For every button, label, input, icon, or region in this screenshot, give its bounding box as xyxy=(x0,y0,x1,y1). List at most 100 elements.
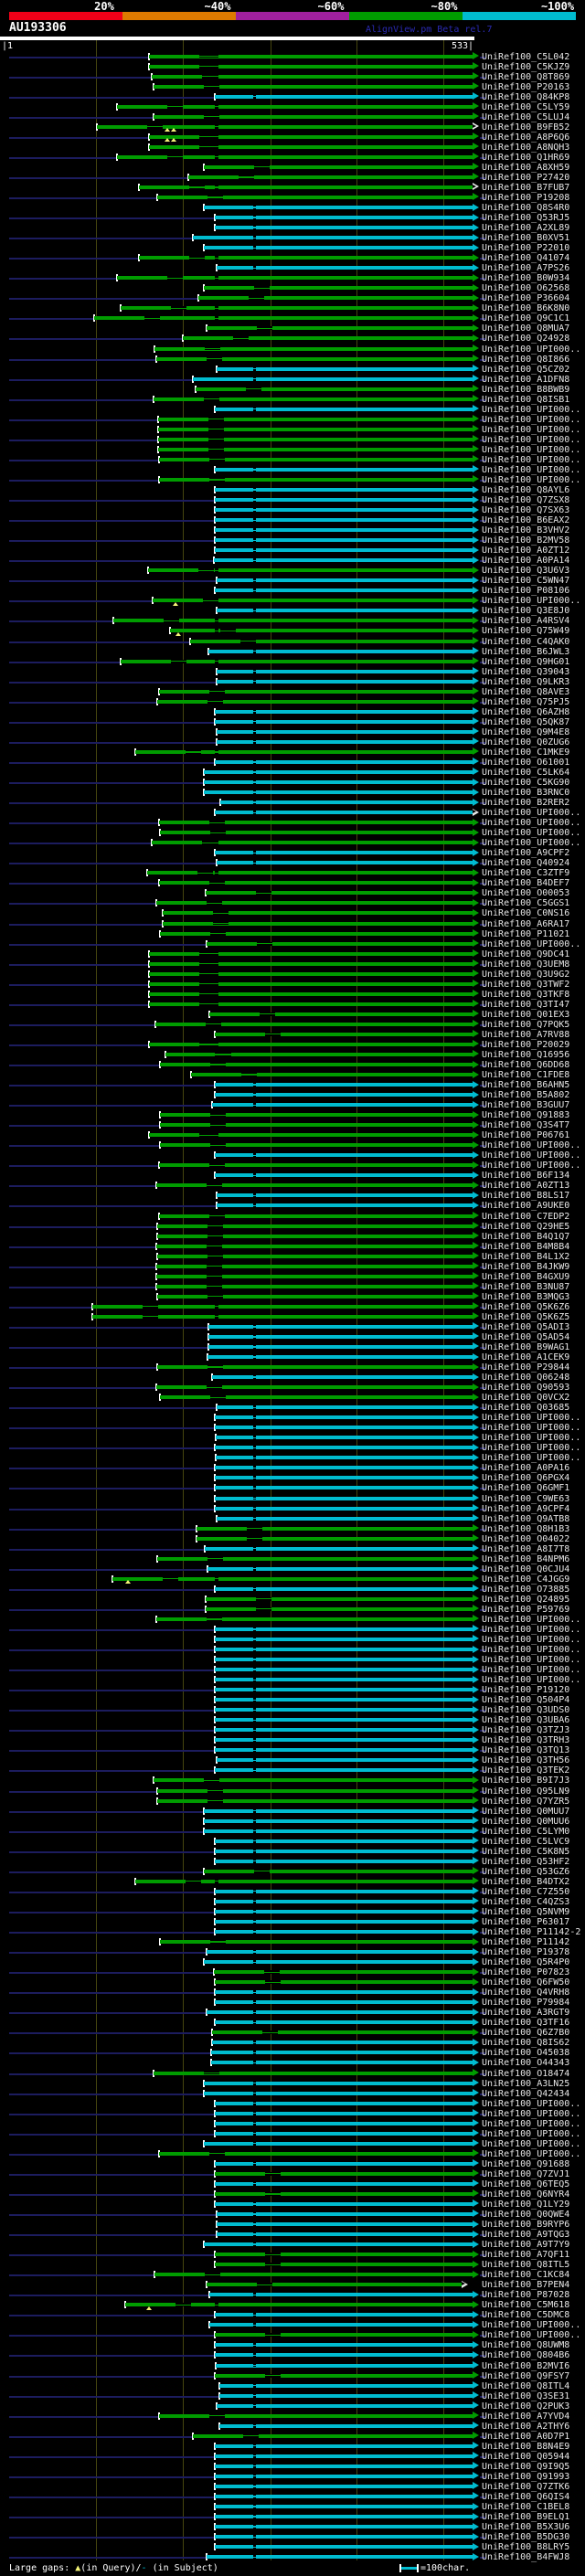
hit-bar[interactable] xyxy=(215,588,473,593)
hit-label[interactable]: UniRef100_UPI000.. xyxy=(482,1453,581,1464)
hit-label[interactable]: UniRef100_B4NPM6 xyxy=(482,1553,570,1564)
hit-bar[interactable] xyxy=(156,901,473,906)
hit-label[interactable]: UniRef100_A7QF11 xyxy=(482,2250,570,2261)
hit-label[interactable]: UniRef100_P87028 xyxy=(482,2290,570,2301)
hit-label[interactable]: UniRef100_B6AHN5 xyxy=(482,1080,570,1091)
hit-label[interactable]: UniRef100_UPI000.. xyxy=(482,474,581,485)
hit-bar[interactable] xyxy=(212,1103,473,1108)
hit-bar[interactable] xyxy=(193,236,473,240)
hit-bar[interactable] xyxy=(152,74,473,79)
hit-label[interactable]: UniRef100_Q05944 xyxy=(482,2451,570,2462)
hit-bar[interactable] xyxy=(211,2051,473,2055)
hit-bar[interactable] xyxy=(207,1355,473,1359)
hit-label[interactable]: UniRef100_Q504P4 xyxy=(482,1695,570,1706)
hit-label[interactable]: UniRef100_UPI000.. xyxy=(482,1655,581,1666)
hit-bar[interactable] xyxy=(154,2273,473,2277)
hit-bar[interactable] xyxy=(215,2131,473,2136)
hit-bar[interactable] xyxy=(215,538,473,543)
hit-bar[interactable] xyxy=(215,2484,473,2488)
hit-bar[interactable] xyxy=(217,679,473,684)
hit-bar[interactable] xyxy=(156,1385,473,1390)
hit-bar[interactable] xyxy=(215,1698,473,1702)
hit-label[interactable]: UniRef100_Q5NVM9 xyxy=(482,1906,570,1917)
hit-label[interactable]: UniRef100_Q39043 xyxy=(482,666,570,677)
hit-bar[interactable] xyxy=(92,1304,473,1309)
hit-label[interactable]: UniRef100_B5X3U6 xyxy=(482,2522,570,2533)
hit-bar[interactable] xyxy=(191,1073,473,1077)
hit-label[interactable]: UniRef100_Q3TZJ3 xyxy=(482,1725,570,1736)
hit-bar[interactable] xyxy=(157,1254,473,1258)
hit-label[interactable]: UniRef100_P19378 xyxy=(482,1947,570,1958)
hit-bar[interactable] xyxy=(206,1596,473,1601)
hit-label[interactable]: UniRef100_UPI000.. xyxy=(482,1413,581,1424)
hit-bar[interactable] xyxy=(215,2263,473,2267)
hit-label[interactable]: UniRef100_P08106 xyxy=(482,586,570,597)
hit-bar[interactable] xyxy=(215,2373,473,2378)
hit-bar[interactable] xyxy=(170,629,473,633)
hit-label[interactable]: UniRef100_A9T7Y9 xyxy=(482,2240,570,2251)
hit-bar[interactable] xyxy=(159,881,473,885)
hit-bar[interactable] xyxy=(215,2343,473,2348)
hit-bar[interactable] xyxy=(208,1334,473,1339)
hit-label[interactable]: UniRef100_Q3TKF8 xyxy=(482,989,570,1000)
hit-label[interactable]: UniRef100_A8I7T8 xyxy=(482,1543,570,1554)
hit-bar[interactable] xyxy=(214,1970,473,1975)
hit-bar[interactable] xyxy=(97,124,473,129)
hit-bar[interactable] xyxy=(204,1869,473,1873)
hit-label[interactable]: UniRef100_B6JWL3 xyxy=(482,646,570,657)
hit-label[interactable]: UniRef100_O04022 xyxy=(482,1533,570,1544)
hit-bar[interactable] xyxy=(149,1133,473,1138)
hit-bar[interactable] xyxy=(204,2081,473,2085)
hit-label[interactable]: UniRef100_Q6QIS4 xyxy=(482,2491,570,2502)
hit-label[interactable]: UniRef100_A1DFN8 xyxy=(482,374,570,385)
hit-bar[interactable] xyxy=(215,2474,473,2478)
hit-bar[interactable] xyxy=(193,2433,473,2438)
hit-bar[interactable] xyxy=(215,1889,473,1893)
hit-label[interactable]: UniRef100_Q6NYR4 xyxy=(482,2189,570,2200)
hit-bar[interactable] xyxy=(208,1344,473,1349)
hit-bar[interactable] xyxy=(207,2555,473,2560)
hit-label[interactable]: UniRef100_Q8T869 xyxy=(482,71,570,82)
hit-label[interactable]: UniRef100_UPI000.. xyxy=(482,1645,581,1656)
hit-label[interactable]: UniRef100_Q8ITL5 xyxy=(482,2260,570,2271)
hit-bar[interactable] xyxy=(215,1476,473,1480)
hit-label[interactable]: UniRef100_Q3TQ13 xyxy=(482,1745,570,1756)
hit-label[interactable]: UniRef100_Q91883 xyxy=(482,1110,570,1121)
hit-label[interactable]: UniRef100_B4DEF7 xyxy=(482,878,570,889)
hit-label[interactable]: UniRef100_Q0CJU4 xyxy=(482,1564,570,1574)
hit-bar[interactable] xyxy=(160,1123,473,1128)
hit-label[interactable]: UniRef100_C0NS16 xyxy=(482,908,570,919)
hit-label[interactable]: UniRef100_B9RYP6 xyxy=(482,2220,570,2231)
hit-bar[interactable] xyxy=(215,528,473,533)
hit-bar[interactable] xyxy=(156,1274,473,1278)
hit-bar[interactable] xyxy=(215,1627,473,1631)
hit-label[interactable]: UniRef100_B9ELQ1 xyxy=(482,2512,570,2523)
hit-bar[interactable] xyxy=(219,2393,473,2398)
hit-label[interactable]: UniRef100_Q7ZSX8 xyxy=(482,495,570,506)
hit-label[interactable]: UniRef100_C5WN47 xyxy=(482,576,570,587)
hit-bar[interactable] xyxy=(147,871,473,875)
hit-bar[interactable] xyxy=(215,498,473,503)
hit-bar[interactable] xyxy=(215,548,473,553)
hit-label[interactable]: UniRef100_UPI000.. xyxy=(482,454,581,465)
hit-bar[interactable] xyxy=(117,154,473,159)
hit-label[interactable]: UniRef100_Q41074 xyxy=(482,253,570,264)
hit-bar[interactable] xyxy=(217,1516,473,1521)
hit-label[interactable]: UniRef100_P20163 xyxy=(482,81,570,92)
hit-label[interactable]: UniRef100_O62568 xyxy=(482,283,570,294)
hit-label[interactable]: UniRef100_Q3TWF2 xyxy=(482,979,570,990)
hit-bar[interactable] xyxy=(155,1022,473,1026)
hit-bar[interactable] xyxy=(217,2211,473,2216)
hit-label[interactable]: UniRef100_Q90593 xyxy=(482,1383,570,1394)
hit-bar[interactable] xyxy=(217,861,473,865)
hit-bar[interactable] xyxy=(215,2020,473,2025)
hit-bar[interactable] xyxy=(139,185,473,189)
hit-label[interactable]: UniRef100_C5L042 xyxy=(482,51,570,62)
hit-bar[interactable] xyxy=(215,1738,473,1743)
hit-bar[interactable] xyxy=(215,2443,473,2448)
hit-label[interactable]: UniRef100_Q91688 xyxy=(482,2158,570,2169)
hit-label[interactable]: UniRef100_C5LYM0 xyxy=(482,1826,570,1837)
hit-bar[interactable] xyxy=(207,2010,473,2015)
hit-label[interactable]: UniRef100_B2MVI6 xyxy=(482,2360,570,2371)
hit-bar[interactable] xyxy=(206,891,473,896)
